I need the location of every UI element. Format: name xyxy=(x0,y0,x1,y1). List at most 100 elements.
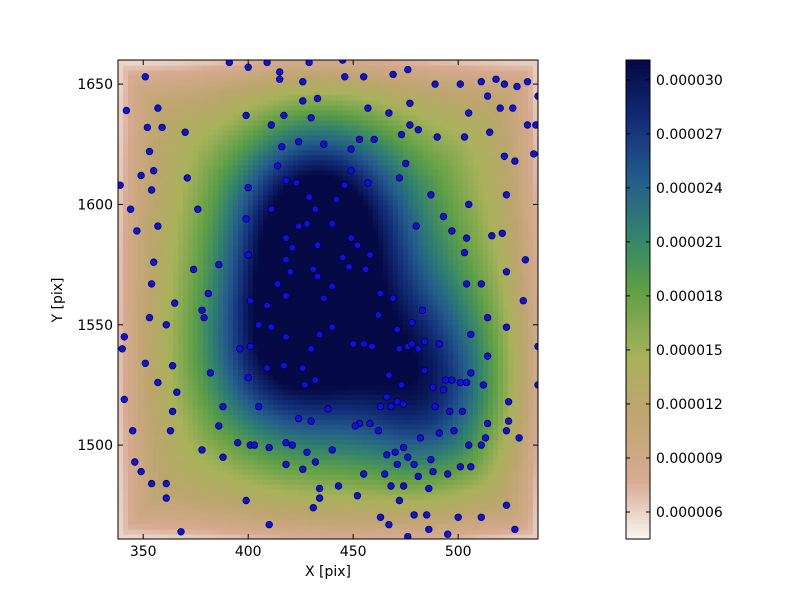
heatmap-cell xyxy=(368,534,374,539)
heatmap-cell xyxy=(198,519,204,525)
heatmap-cell xyxy=(183,199,189,206)
heatmap-cell xyxy=(363,374,369,380)
heatmap-cell xyxy=(293,99,299,106)
heatmap-cell xyxy=(238,509,244,515)
heatmap-cell xyxy=(163,334,169,341)
heatmap-cell xyxy=(268,104,274,111)
heatmap-cell xyxy=(178,184,184,191)
heatmap-cell xyxy=(243,369,249,375)
heatmap-cell xyxy=(188,394,194,400)
heatmap-cell xyxy=(208,234,214,241)
heatmap-cell xyxy=(228,399,234,405)
heatmap-cell xyxy=(363,114,369,121)
heatmap-cell xyxy=(218,389,224,395)
heatmap-cell xyxy=(368,449,374,455)
heatmap-cell xyxy=(298,429,304,435)
heatmap-cell xyxy=(278,389,284,395)
heatmap-cell xyxy=(343,389,349,395)
heatmap-cell xyxy=(268,109,274,116)
heatmap-cell xyxy=(358,504,364,510)
heatmap-cell xyxy=(173,489,179,495)
heatmap-cell xyxy=(188,299,194,306)
heatmap-cell xyxy=(303,174,309,181)
heatmap-cell xyxy=(118,324,124,331)
heatmap-cell xyxy=(328,289,334,296)
heatmap-cell xyxy=(133,379,139,385)
heatmap-cell xyxy=(133,534,139,539)
heatmap-cell xyxy=(188,474,194,480)
heatmap-cell xyxy=(263,174,269,181)
heatmap-cell xyxy=(223,449,229,455)
heatmap-cell xyxy=(138,194,144,201)
heatmap-cell xyxy=(163,99,169,106)
heatmap-cell xyxy=(363,159,369,166)
heatmap-cell xyxy=(153,289,159,296)
heatmap-cell xyxy=(338,214,344,221)
heatmap-cell xyxy=(338,324,344,331)
heatmap-cell xyxy=(183,519,189,525)
heatmap-cell xyxy=(208,269,214,276)
heatmap-cell xyxy=(343,374,349,380)
heatmap-cell xyxy=(328,479,334,485)
heatmap-cell xyxy=(213,414,219,420)
heatmap-cell xyxy=(148,344,154,350)
heatmap-cell xyxy=(263,424,269,430)
heatmap-cell xyxy=(253,184,259,191)
heatmap-cell xyxy=(128,74,134,81)
heatmap-cell xyxy=(288,424,294,430)
heatmap-cell xyxy=(338,119,344,126)
heatmap-cell xyxy=(293,214,299,221)
heatmap-cell xyxy=(128,514,134,520)
heatmap-cell xyxy=(283,534,289,539)
heatmap-cell xyxy=(313,439,319,445)
heatmap-cell xyxy=(178,484,184,490)
heatmap-cell xyxy=(308,454,314,460)
heatmap-cell xyxy=(258,449,264,455)
heatmap-cell xyxy=(178,114,184,121)
heatmap-cell xyxy=(363,219,369,226)
heatmap-cell xyxy=(308,274,314,281)
heatmap-cell xyxy=(133,389,139,395)
heatmap-cell xyxy=(168,474,174,480)
heatmap-cell xyxy=(163,394,169,400)
heatmap-cell xyxy=(363,444,369,450)
heatmap-cell xyxy=(328,214,334,221)
heatmap-cell xyxy=(368,319,374,326)
heatmap-cell xyxy=(333,354,339,360)
heatmap-cell xyxy=(288,104,294,111)
heatmap-cell xyxy=(243,94,249,101)
heatmap-cell xyxy=(358,114,364,121)
heatmap-cell xyxy=(338,164,344,171)
heatmap-cell xyxy=(328,349,334,355)
heatmap-cell xyxy=(253,459,259,465)
heatmap-cell xyxy=(208,109,214,116)
heatmap-cell xyxy=(228,194,234,201)
heatmap-cell xyxy=(303,64,309,71)
heatmap-cell xyxy=(213,94,219,101)
heatmap-cell xyxy=(243,319,249,326)
heatmap-cell xyxy=(333,409,339,415)
heatmap-cell xyxy=(248,419,254,425)
heatmap-cell xyxy=(118,144,124,151)
heatmap-cell xyxy=(278,214,284,221)
heatmap-cell xyxy=(363,254,369,261)
heatmap-cell xyxy=(203,379,209,385)
heatmap-cell xyxy=(338,534,344,539)
heatmap-cell xyxy=(283,429,289,435)
heatmap-cell xyxy=(213,499,219,505)
heatmap-cell xyxy=(183,499,189,505)
heatmap-cell xyxy=(293,289,299,296)
heatmap-cell xyxy=(158,64,164,71)
heatmap-cell xyxy=(343,219,349,226)
heatmap-cell xyxy=(348,219,354,226)
heatmap-cell xyxy=(123,264,129,271)
heatmap-cell xyxy=(318,444,324,450)
heatmap-cell xyxy=(268,219,274,226)
heatmap-cell xyxy=(228,279,234,286)
heatmap-cell xyxy=(198,194,204,201)
heatmap-cell xyxy=(153,159,159,166)
heatmap-cell xyxy=(158,79,164,86)
heatmap-cell xyxy=(373,514,379,520)
heatmap-cell xyxy=(253,529,259,535)
heatmap-cell xyxy=(178,144,184,151)
